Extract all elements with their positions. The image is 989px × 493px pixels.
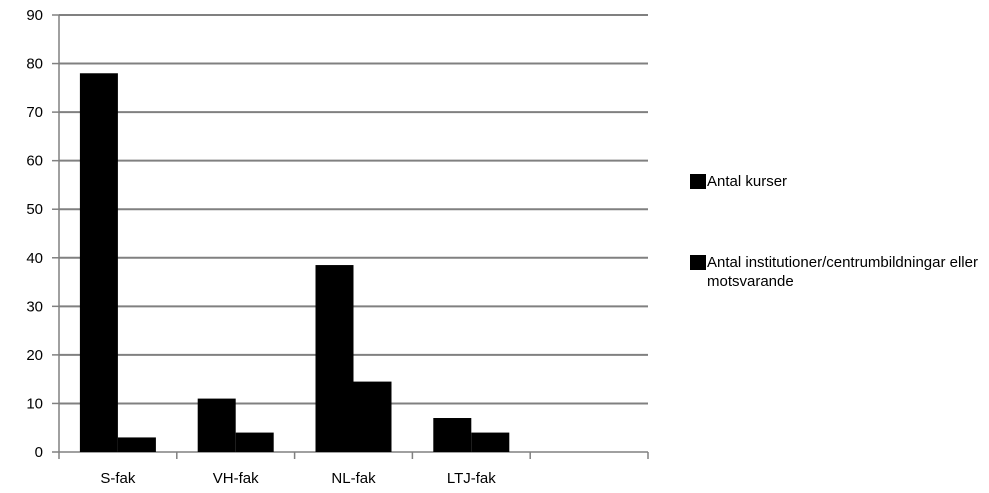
legend-item-antal-institutioner: Antal institutioner/centrumbildningar el…	[690, 253, 985, 291]
y-tick-label: 40	[26, 250, 43, 267]
y-tick-label: 20	[26, 347, 43, 364]
y-tick-label: 50	[26, 201, 43, 218]
legend-swatch-antal-institutioner	[690, 255, 706, 270]
x-category-label: S-fak	[100, 470, 136, 487]
y-tick-label: 70	[26, 104, 43, 121]
x-category-label: LTJ-fak	[447, 470, 496, 487]
legend-label: Antal institutioner/centrumbildningar el…	[707, 254, 978, 290]
legend-item-antal-kurser: Antal kurser	[690, 172, 985, 191]
bar-antal-kurser	[315, 265, 354, 452]
bar-antal-institutioner	[471, 432, 510, 452]
bar-antal-kurser	[79, 73, 118, 453]
bar-antal-kurser	[197, 398, 236, 452]
y-tick-label: 30	[26, 298, 43, 315]
y-tick-label: 10	[26, 395, 43, 412]
bar-antal-institutioner	[117, 437, 156, 452]
legend-swatch-antal-kurser	[690, 174, 706, 189]
legend-label: Antal kurser	[707, 173, 788, 190]
y-tick-label: 60	[26, 153, 43, 170]
bar-antal-kurser	[433, 418, 472, 452]
y-tick-label: 90	[26, 7, 43, 24]
x-category-label: VH-fak	[213, 470, 259, 487]
y-tick-label: 0	[35, 444, 43, 461]
bar-antal-institutioner	[235, 432, 274, 452]
y-tick-label: 80	[26, 56, 43, 73]
x-category-label: NL-fak	[331, 470, 376, 487]
legend: Antal kurser Antal institutioner/centrum…	[690, 172, 985, 291]
bar-antal-institutioner	[353, 381, 392, 452]
